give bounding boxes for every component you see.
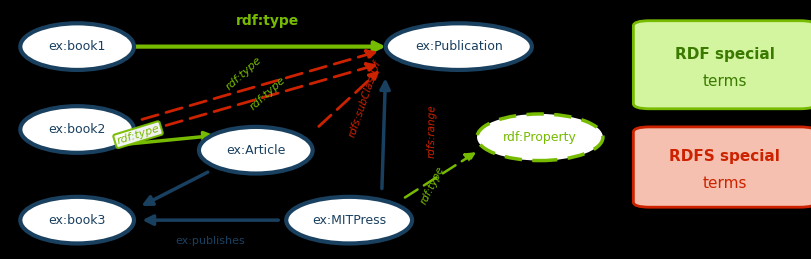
Ellipse shape [477, 114, 602, 161]
Text: terms: terms [702, 176, 746, 191]
Text: rdf:type: rdf:type [224, 55, 263, 92]
Text: rdf:type: rdf:type [418, 164, 445, 206]
Text: RDFS special: RDFS special [668, 149, 779, 164]
Text: ex:MITPress: ex:MITPress [311, 214, 386, 227]
Text: rdf:type: rdf:type [248, 75, 287, 112]
FancyArrowPatch shape [134, 42, 380, 51]
Text: rdf:Property: rdf:Property [503, 131, 576, 144]
Text: rdfs:range: rdfs:range [427, 104, 437, 158]
FancyArrowPatch shape [380, 82, 388, 189]
Text: rdf:type: rdf:type [115, 123, 161, 146]
Text: RDF special: RDF special [674, 47, 774, 62]
Text: rdf:type: rdf:type [236, 15, 299, 28]
FancyArrowPatch shape [405, 154, 473, 198]
Ellipse shape [20, 23, 134, 70]
Ellipse shape [20, 106, 134, 153]
Text: terms: terms [702, 74, 746, 89]
Ellipse shape [285, 197, 411, 243]
FancyBboxPatch shape [633, 127, 811, 207]
Text: ex:book1: ex:book1 [49, 40, 105, 53]
Text: ex:Article: ex:Article [225, 144, 285, 157]
Ellipse shape [20, 197, 134, 243]
FancyArrowPatch shape [144, 172, 208, 204]
Text: ex:Publication: ex:Publication [414, 40, 502, 53]
FancyArrowPatch shape [126, 133, 211, 144]
FancyArrowPatch shape [319, 73, 377, 126]
Text: ex:book3: ex:book3 [49, 214, 105, 227]
FancyArrowPatch shape [146, 216, 278, 224]
FancyArrowPatch shape [142, 64, 374, 132]
Text: ex:publishes: ex:publishes [175, 236, 245, 246]
Ellipse shape [199, 127, 312, 174]
FancyArrowPatch shape [142, 51, 374, 119]
Text: rdfs:subClassOf: rdfs:subClassOf [347, 59, 383, 138]
Text: ex:book2: ex:book2 [49, 123, 105, 136]
Ellipse shape [385, 23, 531, 70]
FancyBboxPatch shape [633, 21, 811, 109]
